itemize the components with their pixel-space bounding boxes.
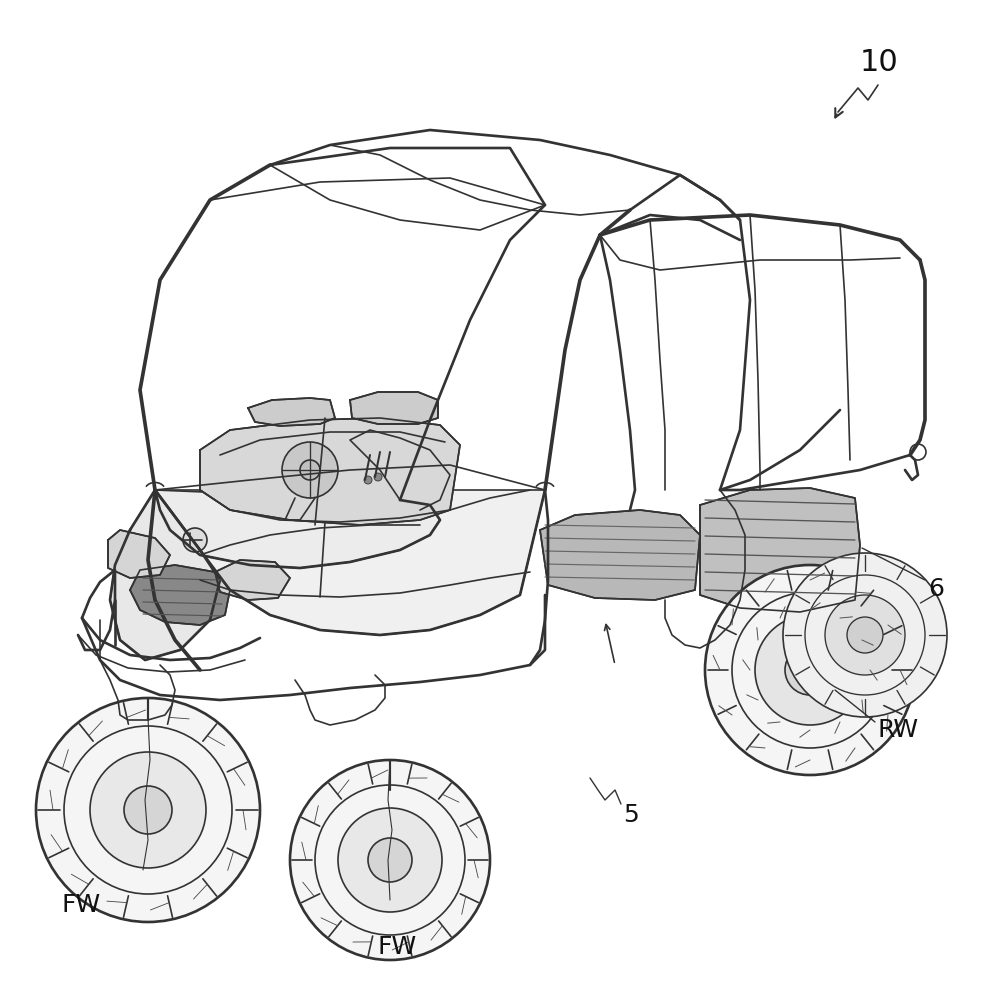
Circle shape xyxy=(783,553,947,717)
Circle shape xyxy=(338,808,442,912)
Text: FW: FW xyxy=(62,893,101,917)
Text: FW: FW xyxy=(378,935,417,959)
Circle shape xyxy=(124,786,172,834)
Circle shape xyxy=(755,615,865,725)
Circle shape xyxy=(705,565,915,775)
Polygon shape xyxy=(350,392,438,424)
Text: 5: 5 xyxy=(623,803,639,827)
Polygon shape xyxy=(248,398,335,426)
Text: RW: RW xyxy=(877,718,918,742)
Polygon shape xyxy=(155,490,440,568)
Polygon shape xyxy=(700,488,860,612)
Circle shape xyxy=(368,838,412,882)
Circle shape xyxy=(300,460,320,480)
Polygon shape xyxy=(110,490,220,660)
Polygon shape xyxy=(108,530,170,578)
Circle shape xyxy=(90,752,206,868)
Polygon shape xyxy=(540,510,700,600)
Polygon shape xyxy=(215,560,290,600)
Circle shape xyxy=(290,760,490,960)
Circle shape xyxy=(847,617,883,653)
Circle shape xyxy=(825,595,905,675)
Polygon shape xyxy=(200,418,460,525)
Circle shape xyxy=(364,476,372,484)
Circle shape xyxy=(374,473,382,481)
Circle shape xyxy=(282,442,338,498)
Circle shape xyxy=(183,528,207,552)
Circle shape xyxy=(36,698,260,922)
Polygon shape xyxy=(155,490,545,635)
Polygon shape xyxy=(130,565,230,625)
Circle shape xyxy=(785,645,835,695)
Text: 6: 6 xyxy=(928,577,944,601)
Text: 10: 10 xyxy=(860,48,899,77)
